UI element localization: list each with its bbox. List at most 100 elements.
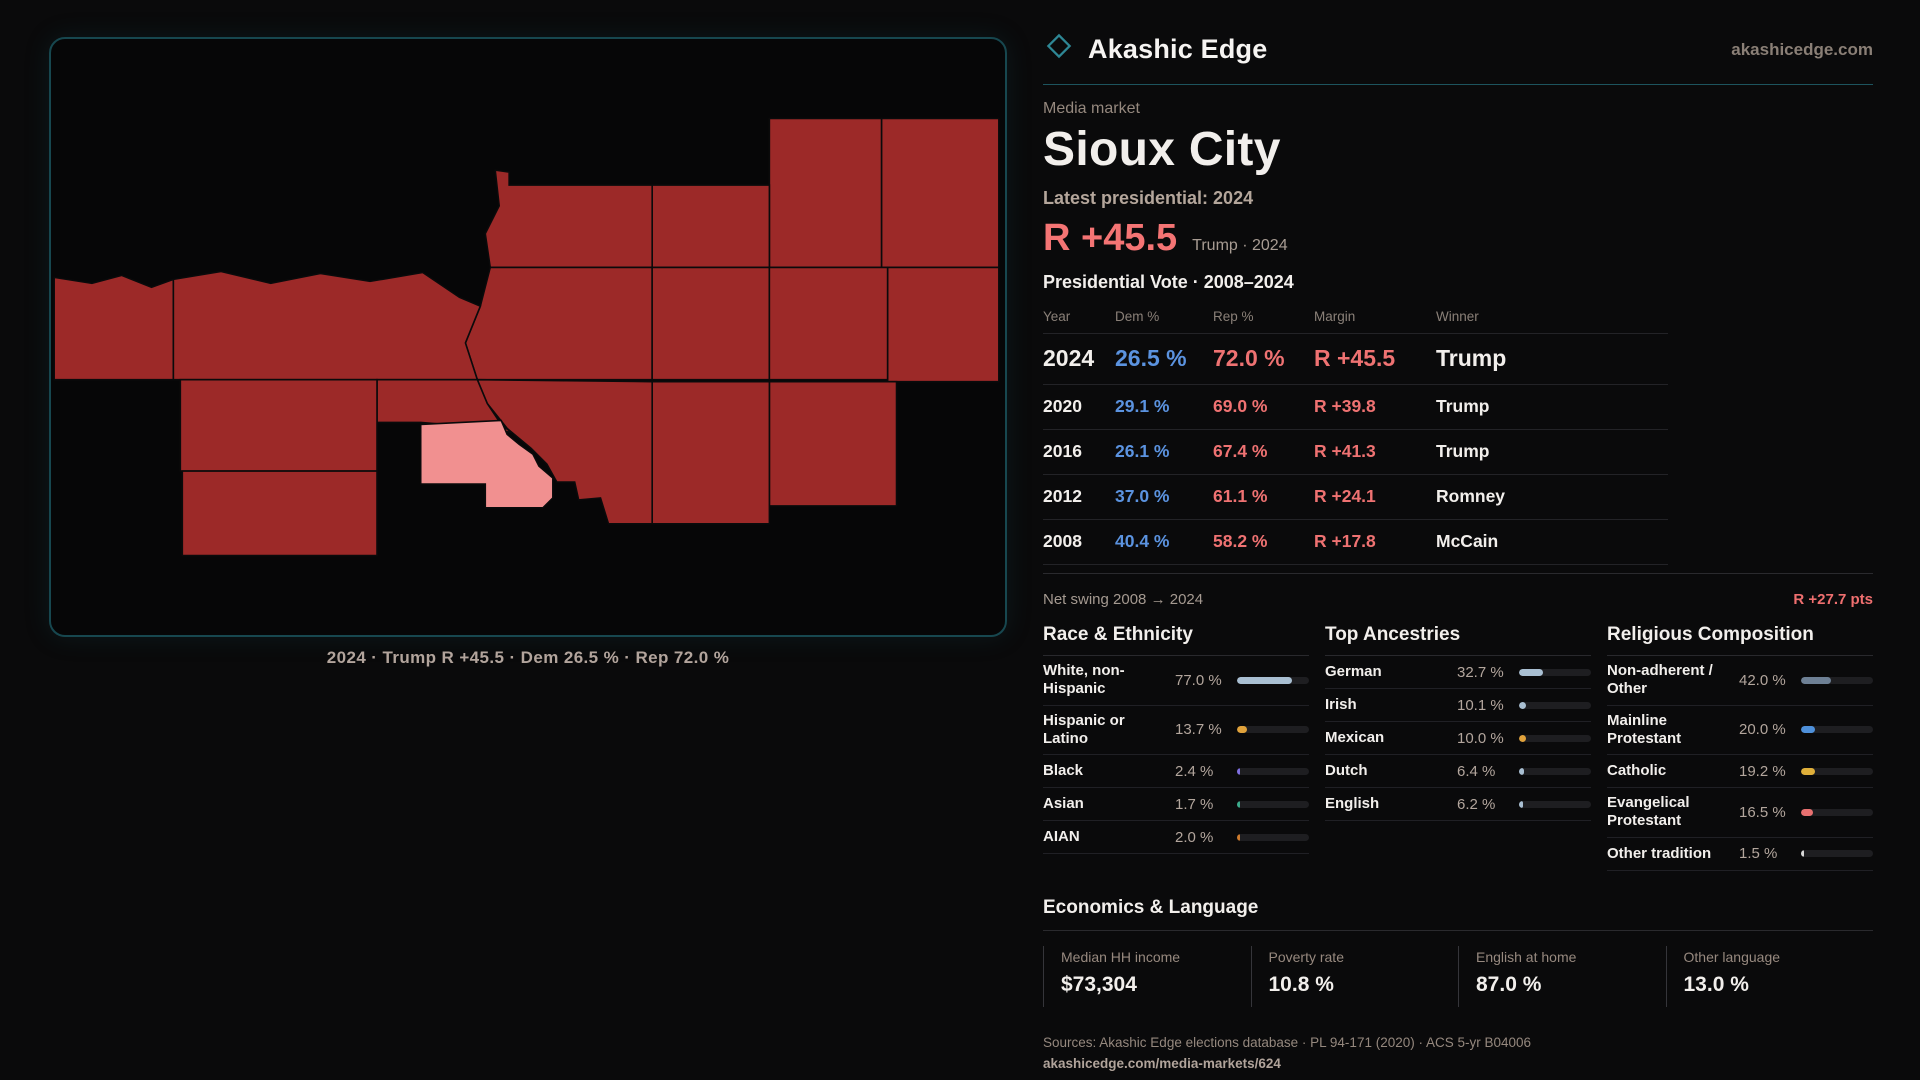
highlighted-county-shape: [419, 419, 554, 509]
stat-row: Irish 10.1 %: [1325, 689, 1591, 722]
diamond-logo-icon: [1043, 30, 1075, 69]
stat-bar: [1519, 767, 1591, 775]
stat-row: English 6.2 %: [1325, 788, 1591, 821]
net-swing-divider: [1043, 573, 1873, 574]
stat-row: Dutch 6.4 %: [1325, 755, 1591, 788]
col-year: Year: [1043, 309, 1071, 324]
stat-bar: [1519, 701, 1591, 709]
county-shape: [651, 184, 771, 269]
stat-label: AIAN: [1043, 828, 1080, 846]
stat-tile-value: 10.8 %: [1268, 972, 1334, 996]
cell-rep: 58.2 %: [1213, 531, 1268, 551]
cell-dem: 26.1 %: [1115, 441, 1170, 461]
stat-value: 2.0 %: [1175, 828, 1214, 846]
stat-row: Asian 1.7 %: [1043, 788, 1309, 822]
stat-value: 1.5 %: [1739, 845, 1778, 863]
stat-bar: [1519, 800, 1591, 808]
cell-winner: Trump: [1436, 396, 1490, 416]
cell-dem: 37.0 %: [1115, 486, 1170, 506]
cell-winner: McCain: [1436, 531, 1499, 551]
stat-label: Hispanic or Latino: [1043, 711, 1125, 747]
stat-bar: [1801, 676, 1873, 684]
county-shape: [172, 270, 482, 381]
stat-bar: [1519, 668, 1591, 676]
sources-line: Sources: Akashic Edge elections database…: [1043, 1034, 1532, 1050]
stat-bar: [1801, 726, 1873, 734]
stat-tile-label: Median HH income: [1061, 948, 1181, 965]
stat-value: 20.0 %: [1739, 721, 1786, 739]
stat-value: 10.0 %: [1457, 729, 1504, 747]
stat-tile-label: Other language: [1683, 948, 1781, 965]
col-dem: Dem %: [1115, 309, 1160, 324]
stat-value: 16.5 %: [1739, 803, 1786, 821]
county-shape: [768, 380, 898, 507]
stat-label: Other tradition: [1607, 844, 1712, 862]
stat-tile-value: 13.0 %: [1683, 972, 1749, 996]
stat-value: 6.2 %: [1457, 795, 1496, 813]
county-shape: [651, 266, 771, 381]
ancestries-section: Top Ancestries German 32.7 % Irish 10.1 …: [1325, 624, 1591, 871]
county-map: [53, 117, 1000, 557]
stat-label: English: [1325, 794, 1380, 812]
stat-tile-label: Poverty rate: [1268, 948, 1344, 965]
map-caption: 2024 · Trump R +45.5 · Dem 26.5 % · Rep …: [326, 648, 730, 667]
cell-year: 2020: [1043, 396, 1082, 416]
stat-label: Dutch: [1325, 761, 1368, 779]
county-shape: [179, 378, 378, 472]
cell-year: 2008: [1043, 531, 1082, 551]
economics-divider: [1043, 929, 1873, 931]
county-shape: [53, 274, 175, 381]
stat-label: Evangelical Protestant: [1607, 794, 1690, 830]
section-title: Religious Composition: [1607, 624, 1873, 656]
stat-row: Other tradition 1.5 %: [1607, 838, 1873, 871]
economics-title: Economics & Language: [1043, 896, 1259, 918]
page-title: Sioux City: [1043, 123, 1281, 176]
race-ethnicity-section: Race & Ethnicity White, non-Hispanic 77.…: [1043, 624, 1309, 871]
stat-bar: [1237, 800, 1309, 808]
stat-tile: Poverty rate 10.8 %: [1250, 945, 1459, 1007]
table-row: 2008 40.4 % 58.2 % R +17.8 McCain: [1043, 520, 1668, 565]
vote-table-header: Year Dem % Rep % Margin Winner: [1043, 303, 1668, 334]
demographics-columns: Race & Ethnicity White, non-Hispanic 77.…: [1043, 624, 1873, 871]
stat-bar: [1801, 767, 1873, 775]
margin-value: R +45.5: [1043, 217, 1178, 259]
stat-value: 42.0 %: [1739, 671, 1786, 689]
stat-value: 19.2 %: [1739, 762, 1786, 780]
media-market-map-panel: [49, 37, 1007, 637]
table-row: 2012 37.0 % 61.1 % R +24.1 Romney: [1043, 475, 1668, 520]
stat-tile-value: 87.0 %: [1476, 972, 1542, 996]
stat-row: Black 2.4 %: [1043, 755, 1309, 789]
section-title: Top Ancestries: [1325, 624, 1591, 656]
stat-row: Catholic 19.2 %: [1607, 755, 1873, 789]
headline-margin: R +45.5 Trump · 2024: [1043, 217, 1873, 260]
stat-bar: [1519, 734, 1591, 742]
vote-table: Year Dem % Rep % Margin Winner 2024 26.5…: [1043, 303, 1668, 565]
cell-year: 2016: [1043, 441, 1082, 461]
brand: Akashic Edge: [1043, 30, 1267, 69]
table-row: 2020 29.1 % 69.0 % R +39.8 Trump: [1043, 385, 1668, 430]
sources-footer: Sources: Akashic Edge elections database…: [1043, 1035, 1873, 1071]
cell-rep: 72.0 %: [1213, 345, 1285, 371]
brand-header: Akashic Edge akashicedge.com: [1043, 30, 1873, 69]
county-shape: [880, 117, 1000, 269]
sources-url[interactable]: akashicedge.com/media-markets/624: [1043, 1055, 1281, 1071]
stat-value: 2.4 %: [1175, 762, 1214, 780]
county-shape: [768, 266, 889, 381]
site-link[interactable]: akashicedge.com: [1731, 39, 1873, 59]
stat-bar: [1801, 850, 1873, 858]
cell-margin: R +41.3: [1314, 441, 1376, 461]
stat-value: 32.7 %: [1457, 663, 1504, 681]
cell-margin: R +17.8: [1314, 531, 1376, 551]
county-shapes: [53, 117, 1000, 557]
col-rep: Rep %: [1213, 309, 1254, 324]
cell-margin: R +39.8: [1314, 396, 1376, 416]
county-shape: [484, 169, 653, 269]
cell-rep: 61.1 %: [1213, 486, 1268, 506]
stat-label: Irish: [1325, 695, 1357, 713]
stat-label: Black: [1043, 762, 1084, 780]
stat-bar: [1237, 726, 1309, 734]
cell-margin: R +45.5: [1314, 345, 1396, 371]
county-shape: [768, 117, 883, 269]
county-shape: [181, 470, 378, 557]
stat-row: Mainline Protestant 20.0 %: [1607, 706, 1873, 756]
